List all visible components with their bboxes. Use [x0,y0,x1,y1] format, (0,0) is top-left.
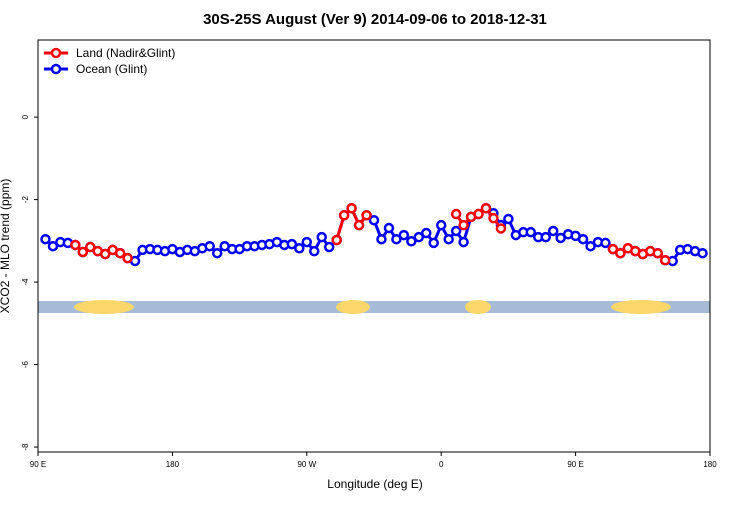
y-tick-label: -4 [21,278,30,286]
x-tick-label: 180 [703,460,717,469]
data-point [540,231,551,243]
x-tick-label: 90 E [30,460,46,469]
data-point [40,233,51,245]
land-patch [336,300,370,314]
data-point [577,233,589,245]
x-axis-label: Longitude (deg E) [327,477,422,491]
data-point [488,212,499,224]
data-point [316,231,327,243]
legend-marker [50,47,62,59]
data-point [47,240,59,252]
data-point [114,247,126,259]
land-patch [465,300,491,314]
y-tick-label: -2 [21,196,30,204]
data-point [659,254,671,266]
data-point [309,245,320,257]
data-point [122,252,133,264]
data-point [286,238,298,250]
data-point [346,203,357,214]
land-patch [74,300,134,314]
y-axis-label: XCO2 - MLO trend (ppm) [0,179,12,314]
data-point [413,231,425,243]
legend-label: Land (Nadir&Glint) [76,46,175,60]
data-point [204,240,215,252]
land-mask-band [38,300,710,314]
data-point [70,239,81,251]
data-point [421,227,432,239]
data-point [480,203,492,214]
land-patch [611,300,671,314]
data-point [458,219,469,231]
data-point [458,236,469,248]
data-point [294,243,305,254]
y-tick-label: -8 [21,443,30,451]
data-point [368,214,380,226]
plot-area [40,203,708,267]
plot-frame [37,39,711,453]
data-point [652,247,663,259]
data-point [525,226,537,238]
data-point [607,243,619,255]
data-point [428,237,439,249]
data-point [600,237,611,249]
x-tick-label: 180 [166,460,180,469]
y-tick-label: 0 [21,114,30,119]
data-point [473,208,484,220]
data-point [353,219,365,231]
data-point [585,240,596,252]
data-point [503,213,514,225]
data-point [211,247,223,259]
data-point [331,234,342,246]
data-point [376,233,387,245]
data-point [323,241,335,253]
data-point [391,233,402,245]
data-point [77,246,89,258]
chart-title: 30S-25S August (Ver 9) 2014-09-06 to 201… [203,11,547,28]
data-point [383,222,395,234]
data-point [99,248,111,260]
x-tick-label: 0 [439,460,444,469]
data-point [435,219,447,231]
data-point [450,208,462,220]
data-point [406,236,417,247]
ocean-band [38,301,710,313]
data-point [495,223,507,234]
data-point [450,225,462,237]
data-point [398,229,410,241]
data-point [85,241,96,253]
x-tick-label: 90 E [567,460,583,469]
legend-label: Ocean (Glint) [76,62,147,76]
data-point [443,233,454,245]
y-tick-label: -6 [21,360,30,368]
data-point [301,236,313,248]
x-tick-label: 90 W [297,460,316,469]
legend-marker [50,63,62,75]
data-point [338,210,350,221]
data-point [361,210,372,221]
data-point [547,225,559,237]
data-point [615,247,626,259]
data-point [697,247,708,259]
